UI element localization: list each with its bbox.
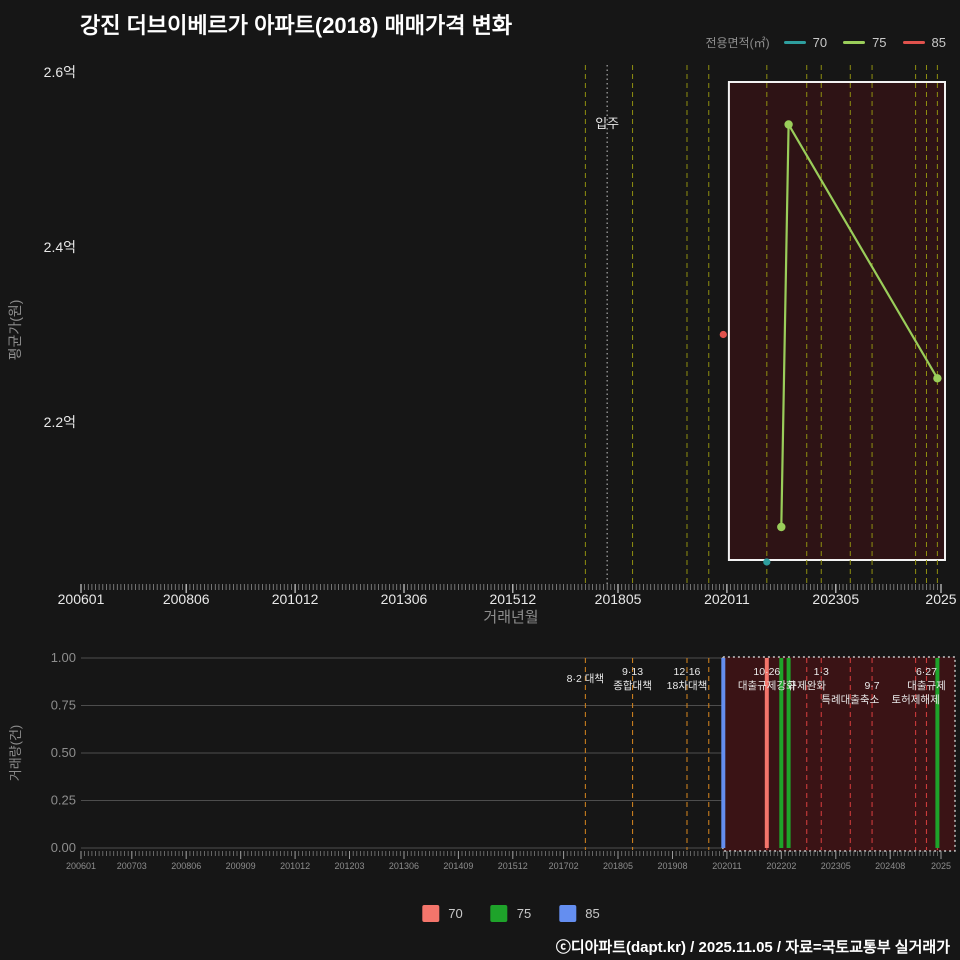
legend-square-swatch [422, 905, 440, 922]
legend-square-swatch [559, 905, 577, 922]
volume-legend-item-75[interactable]: 75 [490, 905, 532, 922]
legend-square-swatch [490, 905, 508, 922]
y-tick-label: 1.00 [51, 650, 76, 665]
x-tick-label: 2025 [925, 591, 956, 607]
page-title: 강진 더브이베르가 아파트(2018) 매매가격 변화 [80, 13, 513, 38]
legend-item-label: 75 [516, 906, 532, 921]
policy-annotation: 대출규제 [907, 680, 946, 692]
policy-annotation: 12·16 [674, 666, 701, 678]
legend-item-label: 85 [931, 35, 946, 50]
area-legend-item-85[interactable]: 85 [902, 35, 946, 50]
policy-annotation: 9·13 [622, 666, 643, 678]
price-y-axis-title: 평균가(원) [7, 300, 23, 361]
x-tick-label: 200909 [226, 861, 256, 871]
x-tick-label: 201409 [443, 861, 473, 871]
price-point-75[interactable] [777, 522, 786, 532]
x-tick-label: 2025 [931, 861, 951, 871]
legend-item-label: 85 [585, 906, 600, 921]
volume-legend: 70 75 85 [422, 905, 600, 922]
policy-annotation: 8·2 대책 [567, 673, 604, 685]
x-tick-label: 201805 [595, 591, 642, 607]
x-tick-label: 200806 [163, 591, 210, 607]
x-tick-label: 202011 [704, 591, 750, 607]
x-tick-label: 201203 [334, 861, 364, 871]
price-point-75[interactable] [933, 374, 942, 383]
area-legend: 전용면적(㎡) 70 75 85 [705, 34, 946, 51]
footer-credit: ⓒ디아파트(dapt.kr) / 2025.11.05 / 자료=국토교통부 실… [555, 939, 950, 956]
x-axis-major-ticks [80, 584, 942, 593]
policy-annotation: 9·7 [864, 680, 879, 692]
x-tick-label: 201805 [603, 861, 633, 871]
x-axis-minor-ticks [80, 851, 942, 856]
legend-line-swatch [843, 41, 866, 44]
y-tick-label: 0.00 [51, 840, 76, 855]
x-tick-label: 200601 [58, 591, 105, 607]
y-tick-label: 2.4억 [44, 239, 76, 255]
x-tick-label: 202202 [766, 861, 796, 871]
x-tick-label: 201306 [381, 591, 428, 607]
x-axis-minor-ticks [80, 584, 942, 590]
volume-bar-75[interactable] [935, 658, 940, 848]
legend-line-swatch [902, 41, 925, 44]
area-legend-items: 70 75 85 [783, 35, 946, 50]
price-x-axis-title: 거래년월 [483, 609, 538, 626]
area-legend-title: 전용면적(㎡) [705, 36, 770, 50]
price-point-85[interactable] [719, 330, 727, 339]
move-in-label: 입주 [595, 116, 619, 131]
x-tick-label: 201306 [389, 861, 419, 871]
x-tick-label: 200601 [66, 861, 96, 871]
price-point-75[interactable] [784, 120, 793, 129]
legend-item-label: 70 [812, 35, 828, 50]
policy-annotation: 6·27 [916, 666, 937, 678]
y-tick-label: 2.2억 [44, 414, 76, 430]
zoom-box [727, 81, 946, 561]
x-tick-label: 201012 [272, 591, 319, 607]
volume-legend-item-70[interactable]: 70 [422, 905, 463, 922]
policy-annotation: 종합대책 [613, 680, 652, 692]
area-legend-item-75[interactable]: 75 [843, 35, 887, 50]
volume-y-axis-title: 거래량(건) [8, 725, 23, 782]
x-tick-label: 200806 [171, 861, 201, 871]
x-tick-label: 201512 [489, 591, 536, 607]
volume-bar-75[interactable] [779, 658, 784, 848]
x-tick-label: 202305 [812, 591, 859, 607]
y-tick-label: 0.75 [51, 698, 76, 713]
x-tick-label: 202408 [875, 861, 905, 871]
volume-bar-85[interactable] [721, 658, 726, 848]
y-tick-label: 0.50 [51, 745, 76, 760]
y-tick-label: 0.25 [51, 793, 76, 808]
x-tick-label: 201908 [657, 861, 687, 871]
volume-legend-item-85[interactable]: 85 [559, 905, 600, 922]
x-tick-label: 201512 [498, 861, 528, 871]
policy-annotation: 10·26 [753, 666, 780, 678]
policy-annotation: 18차대책 [667, 680, 708, 692]
policy-annotation: 대출규제강화 [738, 680, 796, 692]
legend-item-label: 70 [448, 906, 463, 921]
x-tick-label: 201012 [280, 861, 310, 871]
x-tick-label: 202305 [821, 861, 851, 871]
policy-annotation: 규제완화 [787, 679, 826, 692]
price-point-70[interactable] [763, 558, 771, 566]
y-tick-label: 2.6억 [44, 64, 76, 80]
volume-bar-75[interactable] [786, 658, 791, 848]
area-legend-item-70[interactable]: 70 [783, 35, 828, 50]
x-axis-major-ticks [80, 851, 942, 859]
legend-line-swatch [783, 41, 806, 44]
policy-annotation: 1·3 [814, 666, 829, 678]
policy-annotation: 토허제해제 [891, 693, 939, 706]
selection-region[interactable] [722, 656, 956, 852]
legend-item-label: 75 [872, 35, 887, 50]
x-tick-label: 201702 [549, 861, 579, 871]
x-tick-label: 200703 [117, 861, 147, 871]
x-tick-label: 202011 [712, 861, 741, 871]
policy-annotation: 특례대출축소 [821, 694, 879, 706]
volume-bar-70[interactable] [764, 658, 769, 848]
